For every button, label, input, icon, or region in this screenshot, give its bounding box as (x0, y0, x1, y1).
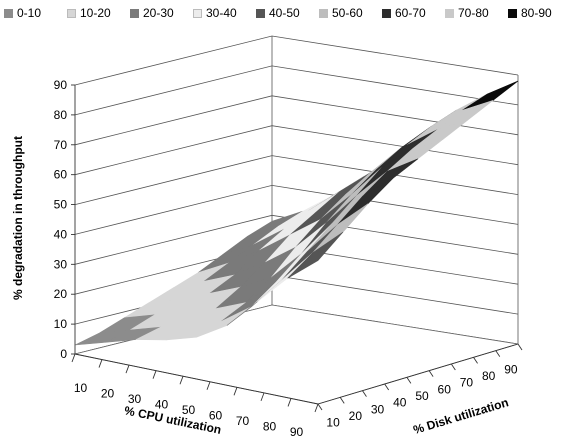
disk-tick-label: 80 (482, 369, 496, 383)
disk-tick-label: 90 (504, 362, 518, 376)
legend-label: 10-20 (80, 6, 111, 20)
z-tick-label: 20 (54, 287, 68, 301)
disk-tick-label: 30 (371, 402, 385, 416)
disk-tick (517, 343, 523, 351)
disk-tick-label: 60 (438, 382, 452, 396)
legend-label: 20-30 (143, 6, 174, 20)
legend-item: 20-30 (130, 6, 174, 20)
z-tick-label: 10 (54, 317, 68, 331)
cpu-tick-label: 80 (263, 420, 277, 434)
cpu-tick (287, 398, 292, 407)
legend-label: 40-50 (269, 6, 300, 20)
disk-axis-line (317, 343, 519, 405)
cpu-tick-label: 20 (101, 386, 115, 400)
legend-swatch (445, 8, 454, 18)
surface-patch (287, 231, 344, 279)
disk-tick-label: 20 (349, 409, 363, 423)
legend-item: 60-70 (382, 6, 426, 20)
legend-item: 40-50 (256, 6, 300, 20)
legend-label: 80-90 (521, 6, 552, 20)
cpu-tick (125, 364, 130, 374)
cpu-tick-label: 40 (155, 397, 169, 411)
legend-swatch (4, 8, 13, 18)
legend-swatch (256, 8, 265, 18)
chart-legend: 0-10 10-20 20-30 30-40 40-50 50-60 60-70 70-80 8… (0, 0, 571, 26)
z-tick-label: 90 (54, 78, 68, 92)
legend-label: 30-40 (206, 6, 237, 20)
z-axis-label: % degradation in throughput (11, 136, 25, 300)
cpu-tick (179, 376, 184, 385)
cpu-tick (98, 359, 103, 368)
cpu-tick (152, 370, 157, 379)
cpu-tick (260, 392, 265, 402)
legend-item: 80-90 (508, 6, 552, 20)
disk-tick-label: 50 (415, 389, 429, 403)
disk-tick (495, 350, 501, 357)
disk-tick-label: 70 (460, 376, 474, 390)
disk-tick (317, 403, 323, 411)
legend-item: 0-10 (4, 6, 41, 20)
legend-label: 50-60 (332, 6, 363, 20)
z-tick-label: 40 (54, 227, 68, 241)
legend-swatch (319, 8, 328, 18)
disk-tick (428, 370, 434, 377)
back-wall (272, 36, 518, 344)
cpu-tick-label: 60 (209, 409, 223, 423)
disk-tick (450, 363, 456, 371)
cpu-tick-label: 30 (128, 392, 142, 406)
legend-label: 0-10 (17, 6, 42, 20)
legend-label: 60-70 (395, 6, 426, 20)
cpu-tick-label: 70 (236, 414, 250, 428)
cpu-tick-label: 10 (74, 381, 88, 395)
legend-item: 30-40 (193, 6, 237, 20)
z-tick-label: 30 (54, 257, 68, 271)
cpu-tick (71, 353, 76, 363)
z-tick-label: 70 (54, 138, 68, 152)
disk-tick (362, 390, 367, 397)
legend-item: 50-60 (319, 6, 363, 20)
z-tick-label: 0 (60, 347, 67, 361)
cpu-tick-label: 90 (290, 425, 304, 439)
legend-swatch (508, 8, 517, 18)
disk-tick-label: 10 (326, 416, 340, 430)
cpu-tick (206, 381, 211, 390)
legend-swatch (130, 8, 139, 18)
legend-item: 70-80 (445, 6, 489, 20)
legend-item: 10-20 (67, 6, 111, 20)
legend-swatch (382, 8, 391, 18)
disk-tick-label: 40 (393, 396, 407, 410)
disk-tick (339, 397, 345, 404)
z-tick-label: 50 (54, 198, 68, 212)
cpu-tick (233, 387, 238, 396)
z-tick-label: 80 (54, 108, 68, 122)
cpu-tick-label: 50 (182, 403, 196, 417)
cpu-tick (314, 403, 319, 413)
legend-swatch (193, 8, 202, 18)
z-tick-label: 60 (54, 168, 68, 182)
legend-label: 70-80 (458, 6, 489, 20)
disk-tick (384, 383, 390, 391)
disk-tick (406, 377, 412, 384)
legend-swatch (67, 8, 76, 18)
cpu-axis-label: % CPU utilization (123, 403, 222, 437)
disk-tick (473, 357, 478, 364)
cpu-axis-line (74, 353, 319, 405)
